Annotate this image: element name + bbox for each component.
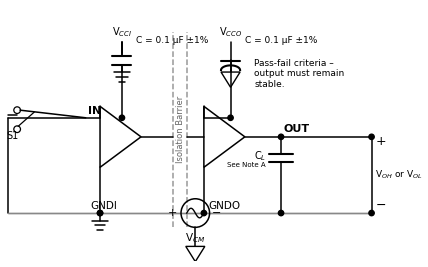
Text: +: + [375, 135, 386, 148]
Text: C = 0.1 μF ±1%: C = 0.1 μF ±1% [245, 36, 317, 45]
Text: See Note A: See Note A [227, 162, 266, 168]
Text: OUT: OUT [284, 124, 310, 134]
Circle shape [369, 134, 374, 139]
Text: −: − [375, 199, 386, 212]
Text: V$_{CM}$: V$_{CM}$ [185, 231, 205, 245]
Text: V$_{OH}$ or V$_{OL}$: V$_{OH}$ or V$_{OL}$ [375, 169, 423, 181]
Text: +: + [168, 208, 177, 218]
Text: GNDI: GNDI [90, 201, 117, 211]
Circle shape [97, 210, 103, 216]
Text: GNDO: GNDO [208, 201, 241, 211]
Text: IN: IN [88, 106, 101, 116]
Text: C = 0.1 μF ±1%: C = 0.1 μF ±1% [136, 36, 208, 45]
Circle shape [369, 210, 374, 216]
Circle shape [278, 134, 284, 139]
Circle shape [228, 115, 233, 120]
Text: C$_{L}$: C$_{L}$ [253, 149, 266, 163]
Text: −: − [211, 208, 221, 218]
Text: Pass-fail criteria –
output must remain
stable.: Pass-fail criteria – output must remain … [254, 59, 345, 89]
Text: V$_{CCO}$: V$_{CCO}$ [219, 25, 242, 39]
Circle shape [201, 210, 207, 216]
Circle shape [97, 210, 103, 216]
Circle shape [119, 115, 125, 120]
Text: Isolation Barrier: Isolation Barrier [175, 96, 184, 163]
Text: V$_{CCI}$: V$_{CCI}$ [112, 25, 132, 39]
Circle shape [278, 210, 284, 216]
Text: S1: S1 [7, 131, 19, 141]
